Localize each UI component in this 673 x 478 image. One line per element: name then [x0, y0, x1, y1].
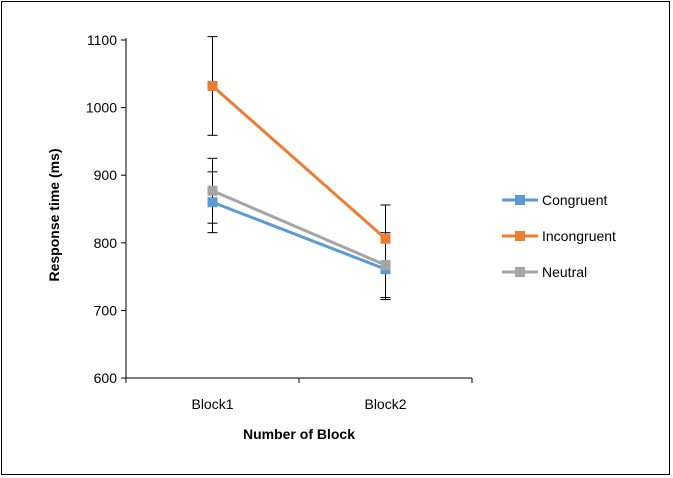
data-point-congruent — [207, 197, 218, 208]
y-axis-ticks: 600 700 800 900 1000 1100 — [86, 32, 126, 386]
y-tick-label: 600 — [94, 370, 118, 386]
x-tick-label: Block1 — [191, 396, 233, 412]
series-line-incongruent — [211, 84, 387, 240]
y-tick-label: 900 — [94, 167, 118, 183]
x-tick-label: Block2 — [364, 396, 406, 412]
legend-label-incongruent: Incongruent — [542, 228, 616, 244]
legend-marker-incongruent — [515, 231, 525, 241]
y-tick-label: 700 — [94, 302, 118, 318]
data-point-neutral — [207, 185, 218, 196]
legend: Congruent Incongruent Neutral — [502, 192, 616, 280]
y-tick-label: 1100 — [87, 32, 117, 48]
y-tick-label: 1000 — [86, 100, 117, 116]
data-point-incongruent — [207, 80, 218, 91]
series-line-neutral — [211, 189, 387, 267]
series-layer — [207, 36, 391, 301]
axes — [125, 38, 472, 379]
series-line-congruent — [211, 200, 387, 271]
x-axis-title: Number of Block — [243, 426, 355, 442]
x-axis-ticks: Block1 Block2 — [125, 378, 473, 412]
legend-marker-congruent — [515, 195, 525, 205]
legend-label-congruent: Congruent — [542, 192, 607, 208]
data-point-neutral — [380, 260, 391, 271]
legend-label-neutral: Neutral — [542, 264, 587, 280]
y-tick-label: 800 — [94, 235, 118, 251]
y-axis-title: Response time (ms) — [46, 148, 62, 281]
data-point-incongruent — [380, 233, 391, 244]
legend-marker-neutral — [515, 267, 525, 277]
